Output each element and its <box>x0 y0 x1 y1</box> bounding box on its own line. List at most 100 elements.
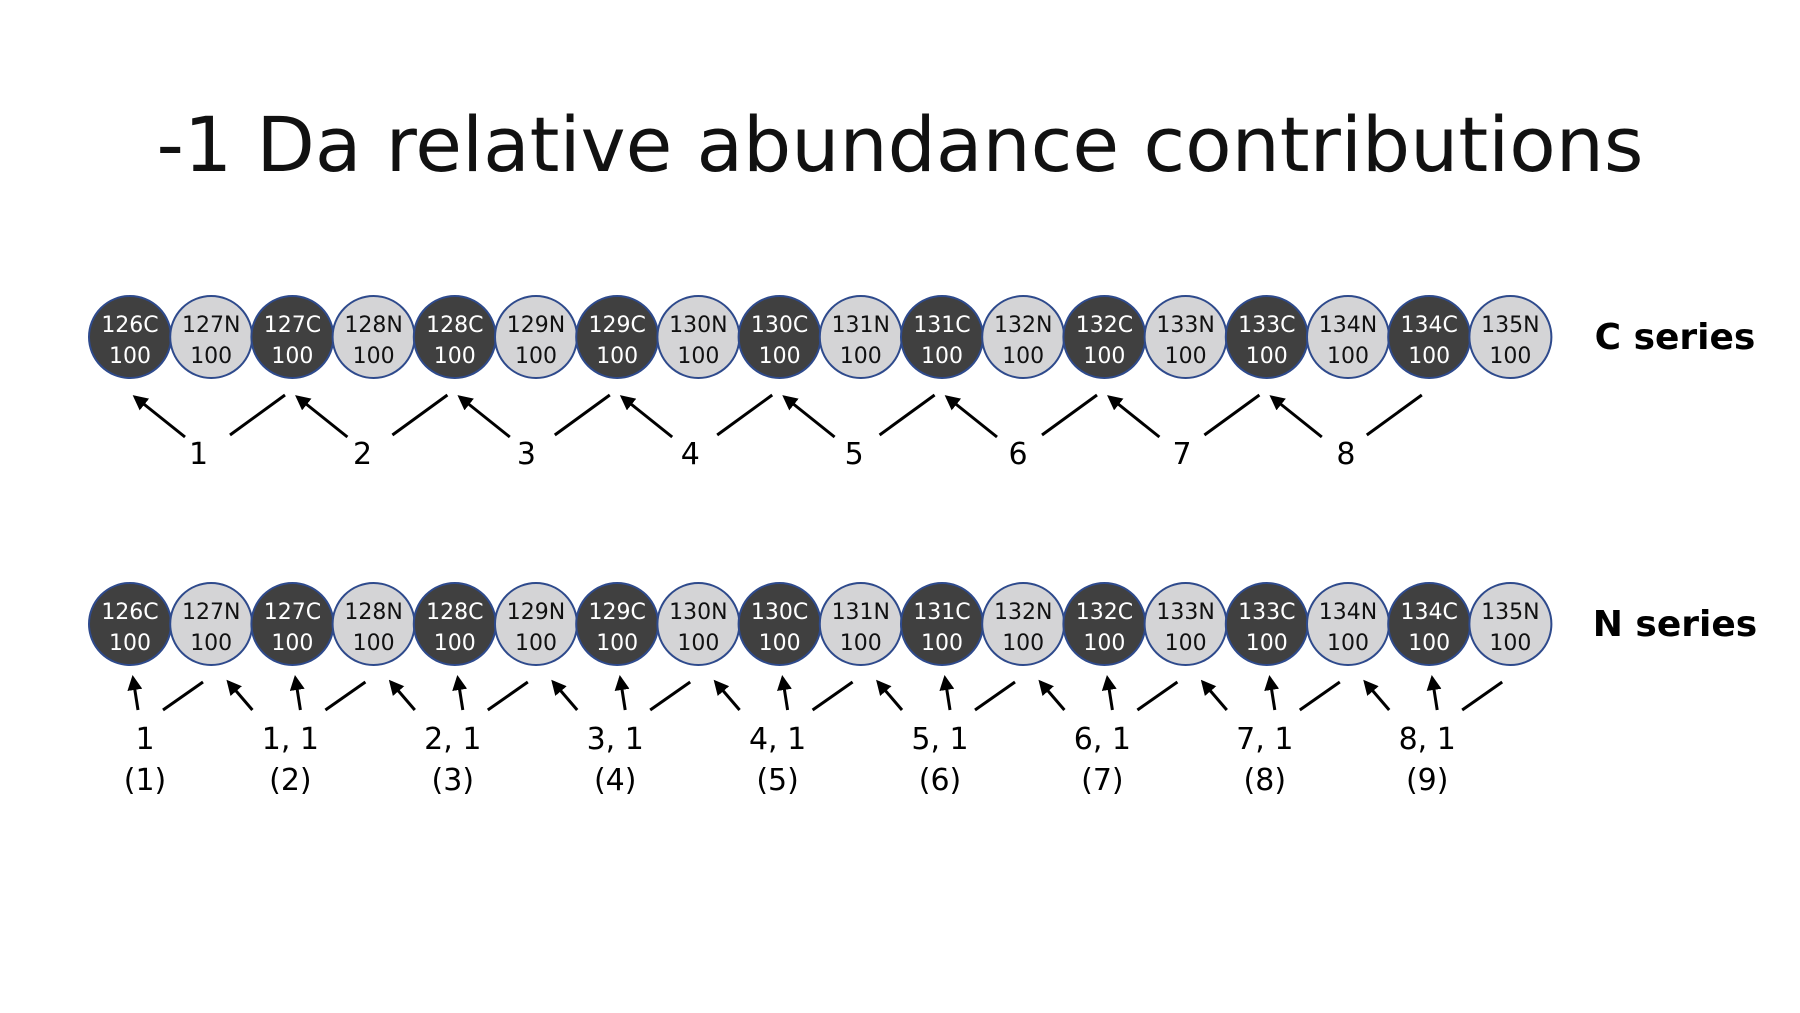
channel-name: 134N <box>1319 313 1377 338</box>
channel-circle: 130C 100 <box>737 582 822 666</box>
channel-value: 100 <box>1165 344 1207 369</box>
contribution-label: 3, 1 <box>587 722 644 757</box>
channel-circle: 129N 100 <box>494 582 578 666</box>
slide-title: -1 Da relative abundance contributions <box>156 100 1644 189</box>
n-contribution-arrow <box>1363 679 1391 711</box>
contribution-label: 7, 1 <box>1236 722 1293 757</box>
channel-name: 128C <box>426 313 483 338</box>
contribution-label: 7 <box>1172 437 1191 472</box>
channel-name: 134N <box>1319 600 1377 625</box>
channel-circle: 131C 100 <box>900 582 984 666</box>
c-series-diagram: 126C100127N100127C100128N100128C100129N1… <box>88 295 1756 472</box>
channel-value: 100 <box>840 344 882 369</box>
channel-value: 100 <box>353 344 395 369</box>
channel-circle: 131N 100 <box>818 295 903 379</box>
channel-name: 129N <box>507 600 565 625</box>
channel-value: 100 <box>515 344 557 369</box>
contribution-label: 1, 1 <box>262 722 319 757</box>
channel-value: 100 <box>596 344 638 369</box>
channel-name: 135N <box>1481 600 1539 625</box>
series-label: N series <box>1593 604 1757 645</box>
contribution-line <box>1461 680 1504 712</box>
channel-name: 130N <box>669 313 727 338</box>
contribution-line <box>1041 393 1098 437</box>
channel-name: 128N <box>344 313 402 338</box>
n-contribution-arrow <box>551 679 579 711</box>
contribution-arrow <box>295 395 349 439</box>
contribution-label: 3 <box>517 437 536 472</box>
channel-name: 129C <box>589 313 646 338</box>
channel-circle: 131C 100 <box>900 295 984 379</box>
contribution-arrow <box>457 395 511 439</box>
contribution-line <box>162 680 204 712</box>
channel-circle: 134C 100 <box>1387 295 1472 379</box>
contribution-line <box>811 680 854 712</box>
channel-name: 134C <box>1401 600 1458 625</box>
channel-circle: 128C 100 <box>412 582 497 666</box>
channel-circle: 131N 100 <box>818 582 903 666</box>
channel-circle: 129C 100 <box>575 295 660 379</box>
contribution-line <box>1136 680 1179 712</box>
channel-value: 100 <box>271 344 313 369</box>
channel-name: 134C <box>1401 313 1458 338</box>
channel-circle: 133C 100 <box>1224 582 1309 666</box>
contribution-line <box>1203 393 1261 437</box>
channel-value: 100 <box>1002 344 1044 369</box>
contribution-arrow <box>782 395 836 439</box>
channel-value: 100 <box>1408 631 1450 656</box>
contribution-line <box>229 393 286 437</box>
contribution-arrow <box>619 395 674 439</box>
contribution-sum-label: (6) <box>919 763 962 798</box>
n-contribution-arrow <box>713 679 741 711</box>
channel-name: 127C <box>264 600 321 625</box>
channel-name: 127C <box>264 313 321 338</box>
channel-circle: 126C 100 <box>88 582 172 666</box>
channel-value: 100 <box>1408 344 1450 369</box>
channel-circle: 133N 100 <box>1143 582 1228 666</box>
contribution-label: 5 <box>845 437 864 472</box>
contribution-line <box>391 393 449 437</box>
channel-name: 127N <box>182 313 240 338</box>
contribution-arrow <box>944 395 998 439</box>
contribution-label: 2 <box>353 437 372 472</box>
n-contribution-arrow <box>876 679 904 711</box>
channel-value: 100 <box>271 631 313 656</box>
channel-circle: 134N 100 <box>1306 295 1390 379</box>
channel-value: 100 <box>677 631 719 656</box>
contribution-line <box>878 393 936 437</box>
n-series-diagram: 126C100127N100127C100128N100128C100129N1… <box>88 582 1757 798</box>
channel-name: 128N <box>344 600 402 625</box>
channel-circle: 127C 100 <box>250 582 335 666</box>
channel-circle: 129N 100 <box>494 295 578 379</box>
contribution-sum-label: (7) <box>1081 763 1124 798</box>
channel-circle: 132N 100 <box>981 582 1066 666</box>
channel-name: 133C <box>1238 313 1295 338</box>
channel-circle: 134C 100 <box>1387 582 1472 666</box>
channel-name: 131C <box>913 313 970 338</box>
series-label: C series <box>1595 317 1756 358</box>
channel-value: 100 <box>1083 631 1125 656</box>
channel-value: 100 <box>190 344 232 369</box>
contribution-label: 6 <box>1009 437 1028 472</box>
c-contribution-arrow <box>1101 675 1117 711</box>
channel-circle: 128N 100 <box>331 295 416 379</box>
n-contribution-arrow <box>226 679 254 711</box>
channel-circle: 127N 100 <box>169 295 254 379</box>
contribution-arrow <box>132 395 186 439</box>
contribution-line <box>486 680 529 712</box>
channel-value: 100 <box>353 631 395 656</box>
n-contribution-arrow <box>1200 679 1228 711</box>
channel-name: 130C <box>751 600 808 625</box>
channel-value: 100 <box>434 631 476 656</box>
channel-circle: 135N 100 <box>1468 582 1553 666</box>
contribution-label: 4, 1 <box>749 722 806 757</box>
channel-circle: 126C 100 <box>88 295 172 379</box>
n-channel-circle <box>1468 582 1553 666</box>
contribution-label: 8 <box>1336 437 1355 472</box>
contribution-label: 1 <box>135 722 154 757</box>
n-channel-circle <box>1468 295 1553 379</box>
channel-circle: 129C 100 <box>575 582 660 666</box>
contribution-line <box>716 393 774 437</box>
channel-name: 133N <box>1156 313 1214 338</box>
